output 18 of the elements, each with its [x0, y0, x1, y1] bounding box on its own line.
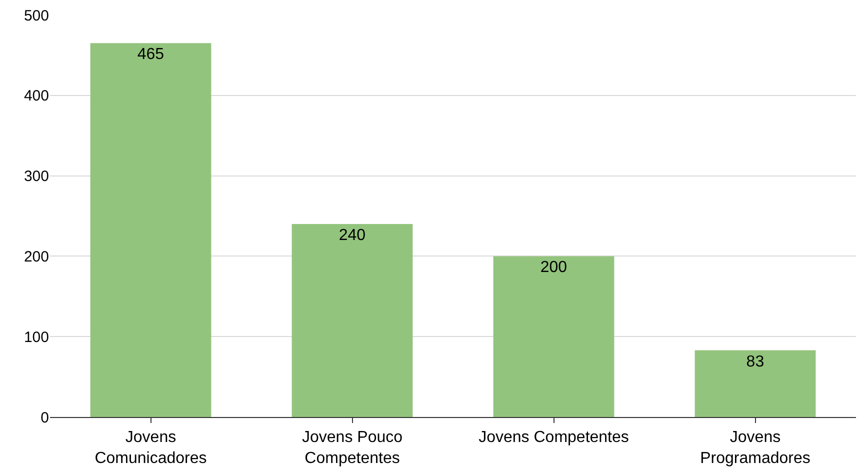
y-tick-label: 500 [24, 7, 49, 24]
y-tick-label: 100 [24, 328, 49, 346]
data-label: 200 [540, 259, 568, 276]
y-tick-label: 0 [40, 409, 49, 426]
data-label: 83 [746, 353, 764, 370]
bar [493, 256, 614, 417]
data-label: 240 [338, 227, 366, 244]
y-tick-label: 200 [24, 248, 49, 266]
bar [90, 43, 212, 417]
x-tick-label: Jovens Pouco Competentes [302, 429, 403, 467]
bar [694, 350, 816, 417]
y-tick-label: 300 [24, 168, 49, 186]
bar [292, 224, 413, 417]
x-tick-label: Jovens Competentes [478, 429, 629, 446]
x-tick-label: Jovens Programadores [700, 429, 810, 467]
data-label: 465 [137, 46, 164, 64]
x-tick-label: Jovens Comunicadores [94, 429, 207, 467]
y-tick-label: 400 [24, 88, 49, 105]
